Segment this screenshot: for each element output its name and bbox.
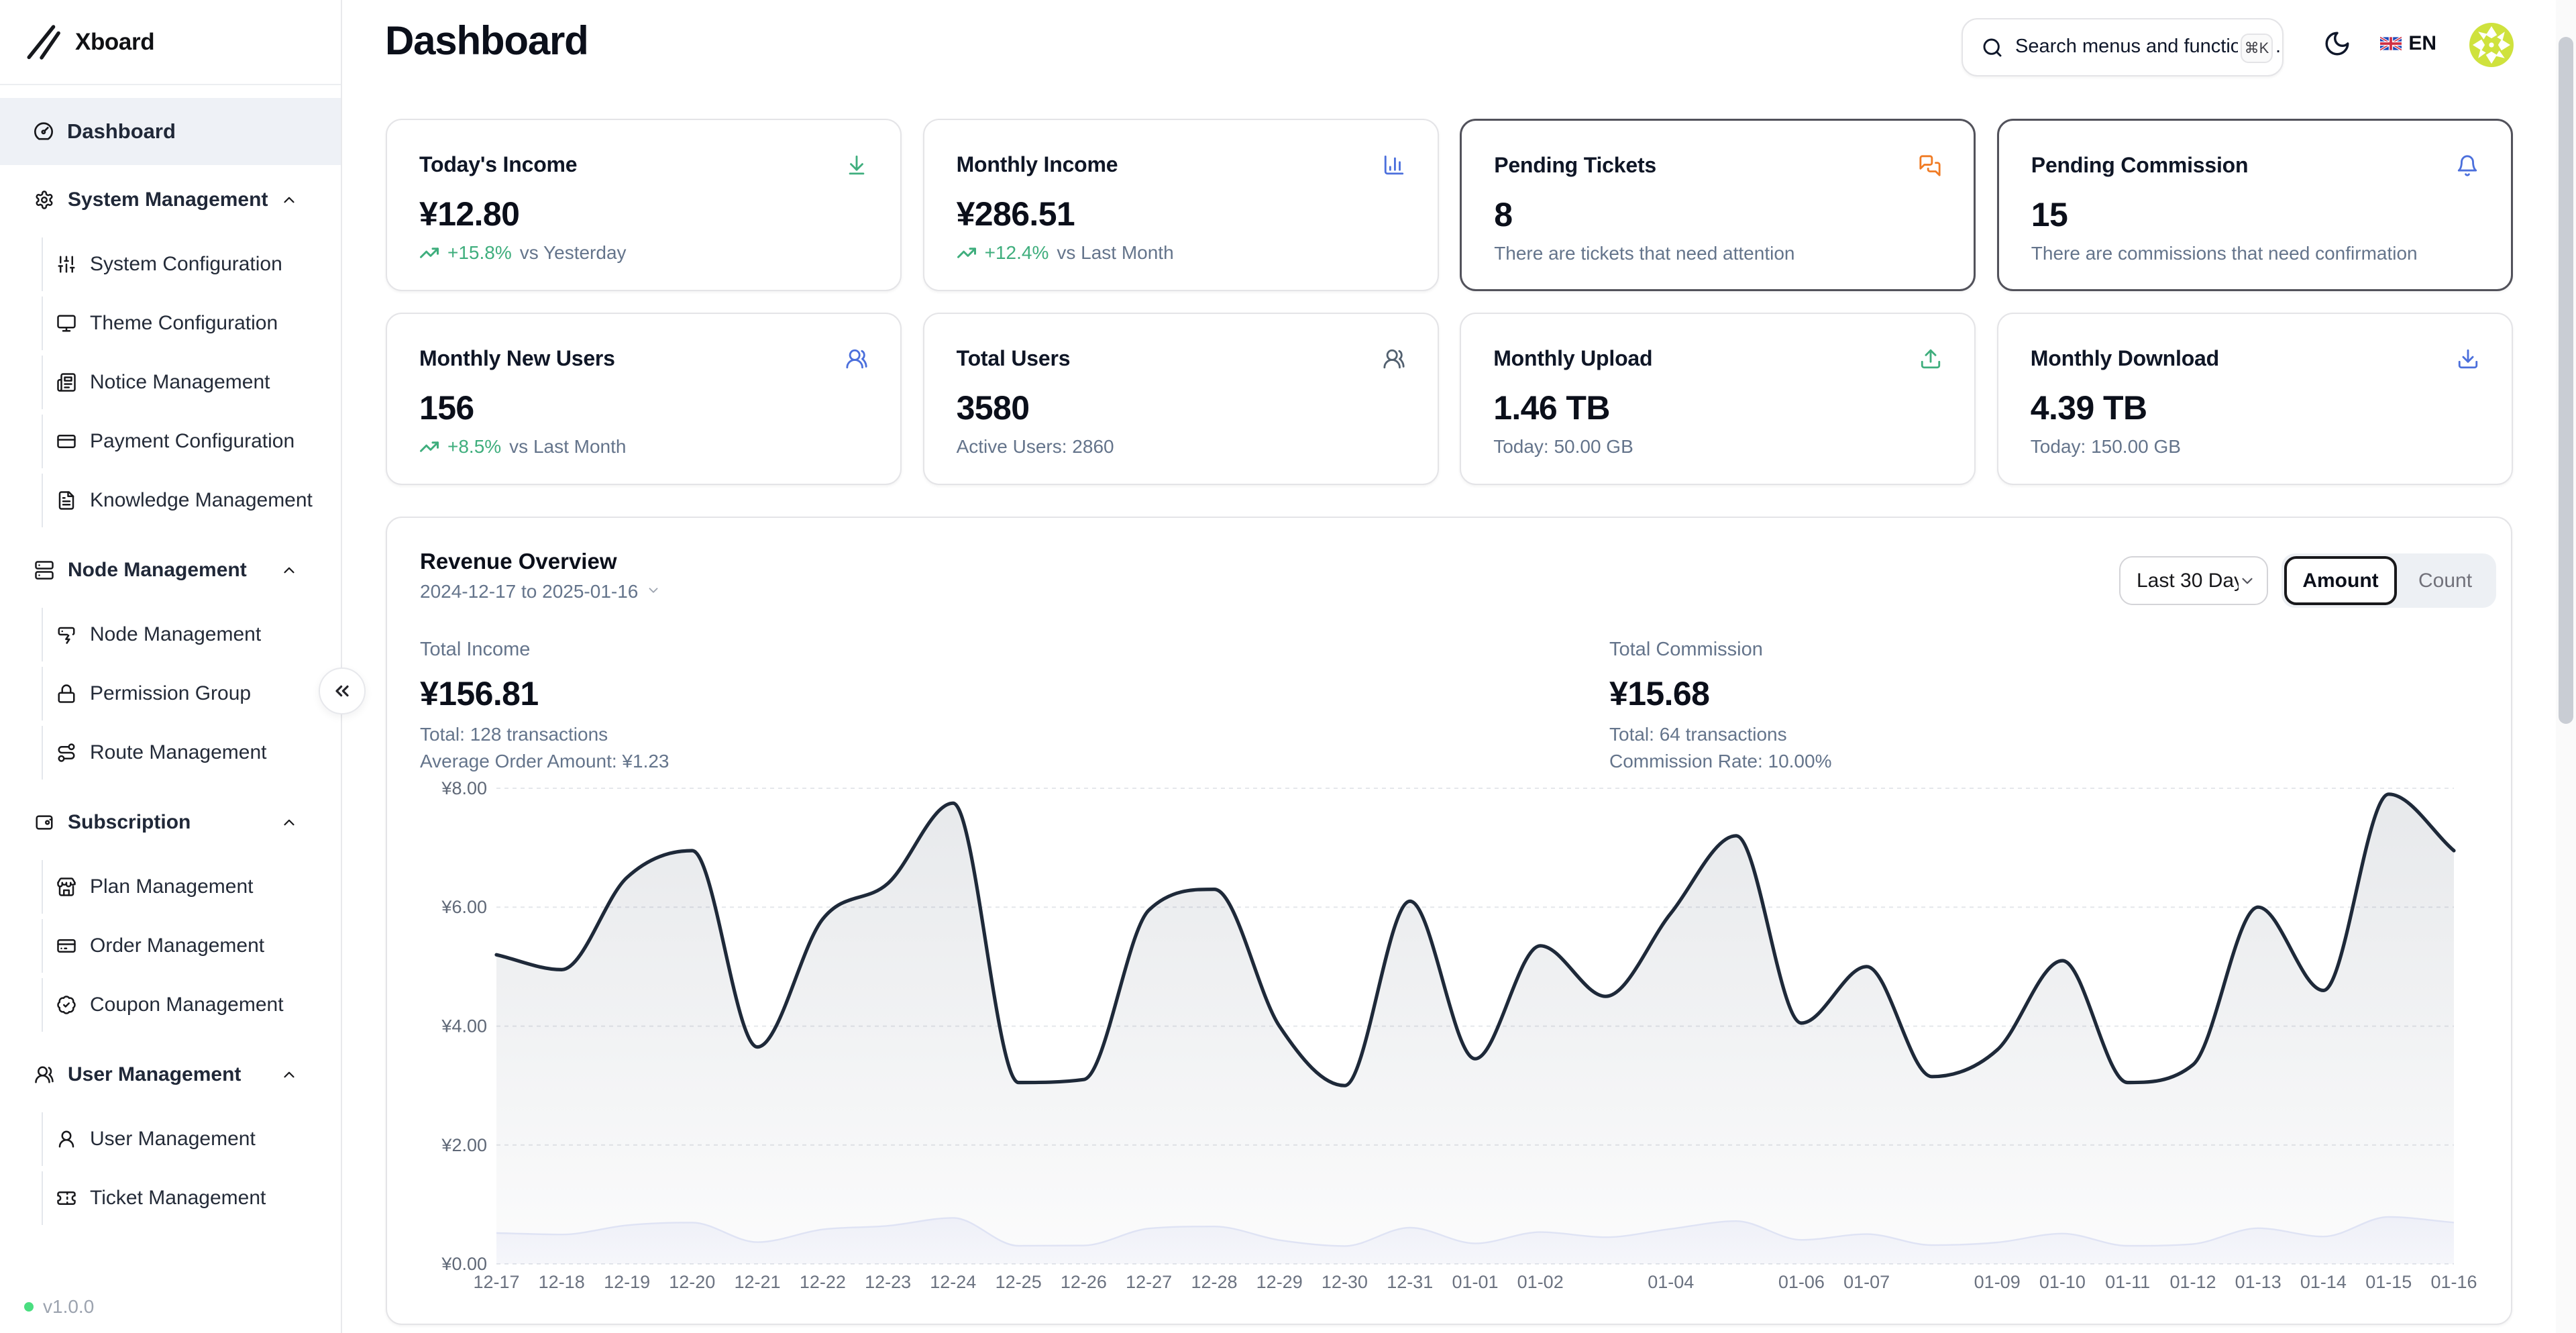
svg-text:12-21: 12-21 [734, 1272, 780, 1292]
svg-text:01-09: 01-09 [1974, 1272, 2021, 1292]
svg-text:12-31: 12-31 [1387, 1272, 1433, 1292]
svg-text:12-17: 12-17 [473, 1272, 519, 1292]
svg-text:01-13: 01-13 [2235, 1272, 2282, 1292]
svg-text:12-24: 12-24 [930, 1272, 976, 1292]
svg-text:12-29: 12-29 [1256, 1272, 1303, 1292]
svg-text:12-26: 12-26 [1061, 1272, 1107, 1292]
svg-text:12-18: 12-18 [539, 1272, 585, 1292]
svg-text:¥6.00: ¥6.00 [441, 897, 487, 917]
svg-text:01-01: 01-01 [1452, 1272, 1498, 1292]
svg-text:01-04: 01-04 [1648, 1272, 1694, 1292]
svg-text:01-06: 01-06 [1778, 1272, 1825, 1292]
svg-text:01-16: 01-16 [2430, 1272, 2477, 1292]
svg-text:12-25: 12-25 [996, 1272, 1042, 1292]
svg-text:¥0.00: ¥0.00 [441, 1254, 487, 1274]
svg-text:01-02: 01-02 [1517, 1272, 1564, 1292]
svg-text:12-23: 12-23 [865, 1272, 911, 1292]
svg-text:01-12: 01-12 [2169, 1272, 2216, 1292]
svg-text:01-14: 01-14 [2300, 1272, 2347, 1292]
svg-text:01-07: 01-07 [1843, 1272, 1890, 1292]
svg-text:¥2.00: ¥2.00 [441, 1135, 487, 1155]
svg-text:¥8.00: ¥8.00 [441, 778, 487, 798]
svg-text:12-28: 12-28 [1191, 1272, 1237, 1292]
svg-text:01-10: 01-10 [2039, 1272, 2086, 1292]
svg-text:12-27: 12-27 [1126, 1272, 1172, 1292]
svg-text:12-19: 12-19 [604, 1272, 650, 1292]
svg-text:12-20: 12-20 [669, 1272, 715, 1292]
svg-text:¥4.00: ¥4.00 [441, 1016, 487, 1036]
svg-text:01-11: 01-11 [2105, 1272, 2150, 1292]
svg-text:12-22: 12-22 [800, 1272, 846, 1292]
svg-text:12-30: 12-30 [1322, 1272, 1368, 1292]
svg-text:01-15: 01-15 [2365, 1272, 2412, 1292]
